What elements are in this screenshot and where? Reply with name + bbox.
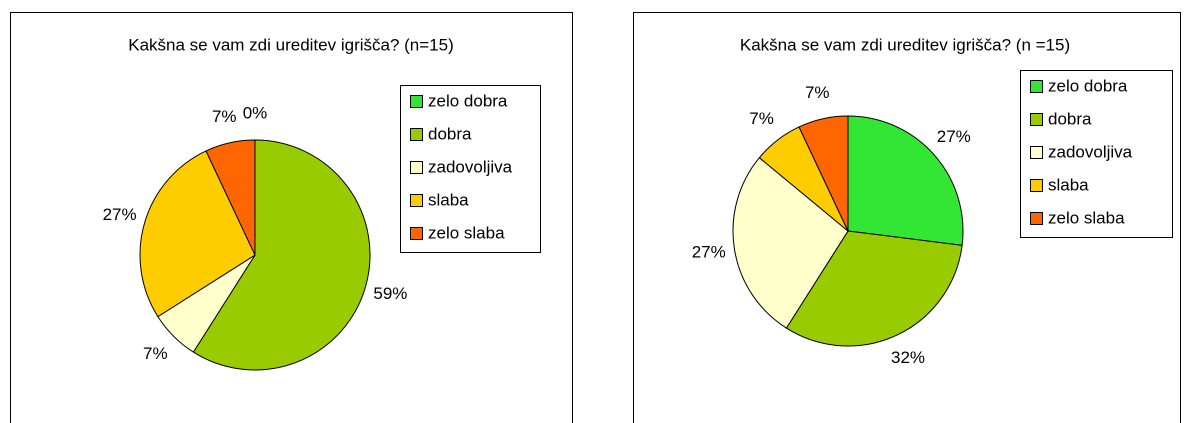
pie-slice [847, 115, 964, 246]
legend-label: zelo dobra [1048, 76, 1128, 95]
legend-label: slaba [428, 190, 469, 209]
legend-label: zadovoljiva [428, 157, 513, 176]
data-label: 27% [692, 243, 726, 262]
data-label: 27% [937, 127, 971, 146]
data-label: 0% [243, 103, 268, 122]
legend-swatch [1030, 146, 1043, 159]
legend-swatch [410, 161, 423, 174]
legend-box [1020, 70, 1173, 238]
data-label: 27% [103, 205, 137, 224]
legend-label: zelo dobra [428, 91, 508, 110]
pie-slice [798, 115, 849, 232]
legend-swatch [410, 128, 423, 141]
legend-swatch [1030, 212, 1043, 225]
legend-label: zelo slaba [1048, 208, 1125, 227]
pie-slice [732, 156, 849, 329]
legend-label: zelo slaba [428, 223, 505, 242]
data-label: 7% [143, 344, 168, 363]
legend-swatch [410, 227, 423, 240]
legend-label: dobra [1048, 109, 1092, 128]
legend-swatch [410, 95, 423, 108]
pie-slice [192, 139, 371, 371]
pie-slice [205, 139, 256, 256]
legend-label: dobra [428, 124, 472, 143]
pie-slice [139, 150, 256, 318]
data-label: 7% [749, 109, 774, 128]
legend-swatch [1030, 113, 1043, 126]
data-label: 32% [891, 348, 925, 367]
legend-swatch [410, 194, 423, 207]
legend-label: slaba [1048, 175, 1089, 194]
legend-box [400, 85, 541, 253]
legend-swatch [1030, 179, 1043, 192]
data-label: 7% [212, 107, 237, 126]
legend-label: zadovoljiva [1048, 142, 1133, 161]
legend-swatch [1030, 80, 1043, 93]
chart-title: Kakšna se vam zdi ureditev igrišča? (n=1… [128, 35, 454, 54]
data-label: 59% [373, 284, 407, 303]
chart-title: Kakšna se vam zdi ureditev igrišča? (n =… [740, 35, 1070, 54]
data-label: 7% [805, 83, 830, 102]
